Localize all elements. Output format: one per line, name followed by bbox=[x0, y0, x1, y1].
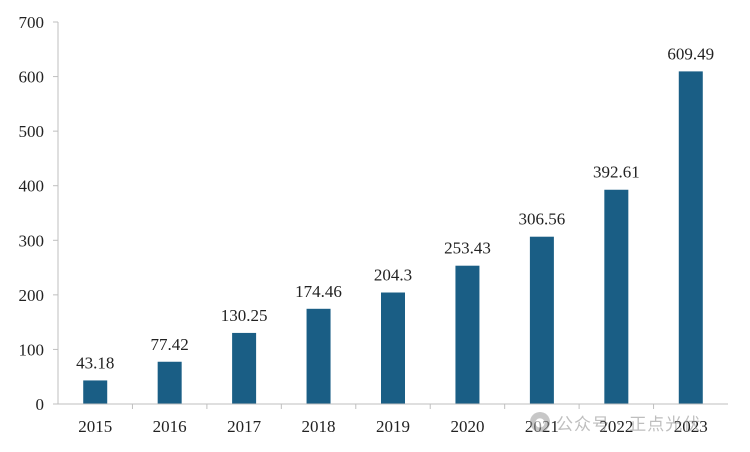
bar-chart: 0 100 200 300 400 500 600 700 43.18 77.42 130.25 1… bbox=[0, 0, 750, 452]
data-label-2016: 77.42 bbox=[151, 335, 189, 354]
x-tick-label-2015: 2015 bbox=[78, 417, 112, 436]
bar-2021 bbox=[530, 237, 554, 404]
y-axis-ticks: 0 100 200 300 400 500 600 700 bbox=[19, 13, 59, 414]
data-label-2023: 609.49 bbox=[667, 44, 714, 63]
data-label-2022: 392.61 bbox=[593, 163, 640, 182]
bar-2019 bbox=[381, 293, 405, 404]
data-label-2018: 174.46 bbox=[295, 282, 342, 301]
bar-2018 bbox=[307, 309, 331, 404]
bar-2016 bbox=[158, 362, 182, 404]
watermark-text: 公众号 · 正点光伏 bbox=[556, 410, 701, 435]
x-tick-label-2017: 2017 bbox=[227, 417, 262, 436]
y-tick-label: 100 bbox=[19, 340, 45, 359]
x-tick-label-2018: 2018 bbox=[302, 417, 336, 436]
y-tick-label: 0 bbox=[36, 395, 45, 414]
wechat-icon: ● bbox=[530, 412, 550, 432]
y-tick-label: 600 bbox=[19, 68, 45, 87]
bar-2023 bbox=[679, 71, 703, 404]
watermark: ● 公众号 · 正点光伏 bbox=[530, 410, 730, 434]
y-tick-label: 500 bbox=[19, 122, 45, 141]
y-tick-label: 200 bbox=[19, 286, 45, 305]
data-label-2015: 43.18 bbox=[76, 353, 114, 372]
data-label-2017: 130.25 bbox=[221, 306, 268, 325]
y-tick-label: 300 bbox=[19, 231, 45, 250]
x-tick-label-2016: 2016 bbox=[153, 417, 187, 436]
bar-2017 bbox=[232, 333, 256, 404]
x-tick-label-2019: 2019 bbox=[376, 417, 410, 436]
bar-2022 bbox=[604, 190, 628, 404]
y-tick-label: 700 bbox=[19, 13, 45, 32]
data-label-2021: 306.56 bbox=[519, 210, 566, 229]
data-label-2020: 253.43 bbox=[444, 239, 491, 258]
bars bbox=[83, 71, 703, 404]
bar-2020 bbox=[455, 266, 479, 404]
bar-2015 bbox=[83, 380, 107, 404]
x-tick-label-2020: 2020 bbox=[450, 417, 484, 436]
y-tick-label: 400 bbox=[19, 177, 45, 196]
data-label-2019: 204.3 bbox=[374, 266, 412, 285]
